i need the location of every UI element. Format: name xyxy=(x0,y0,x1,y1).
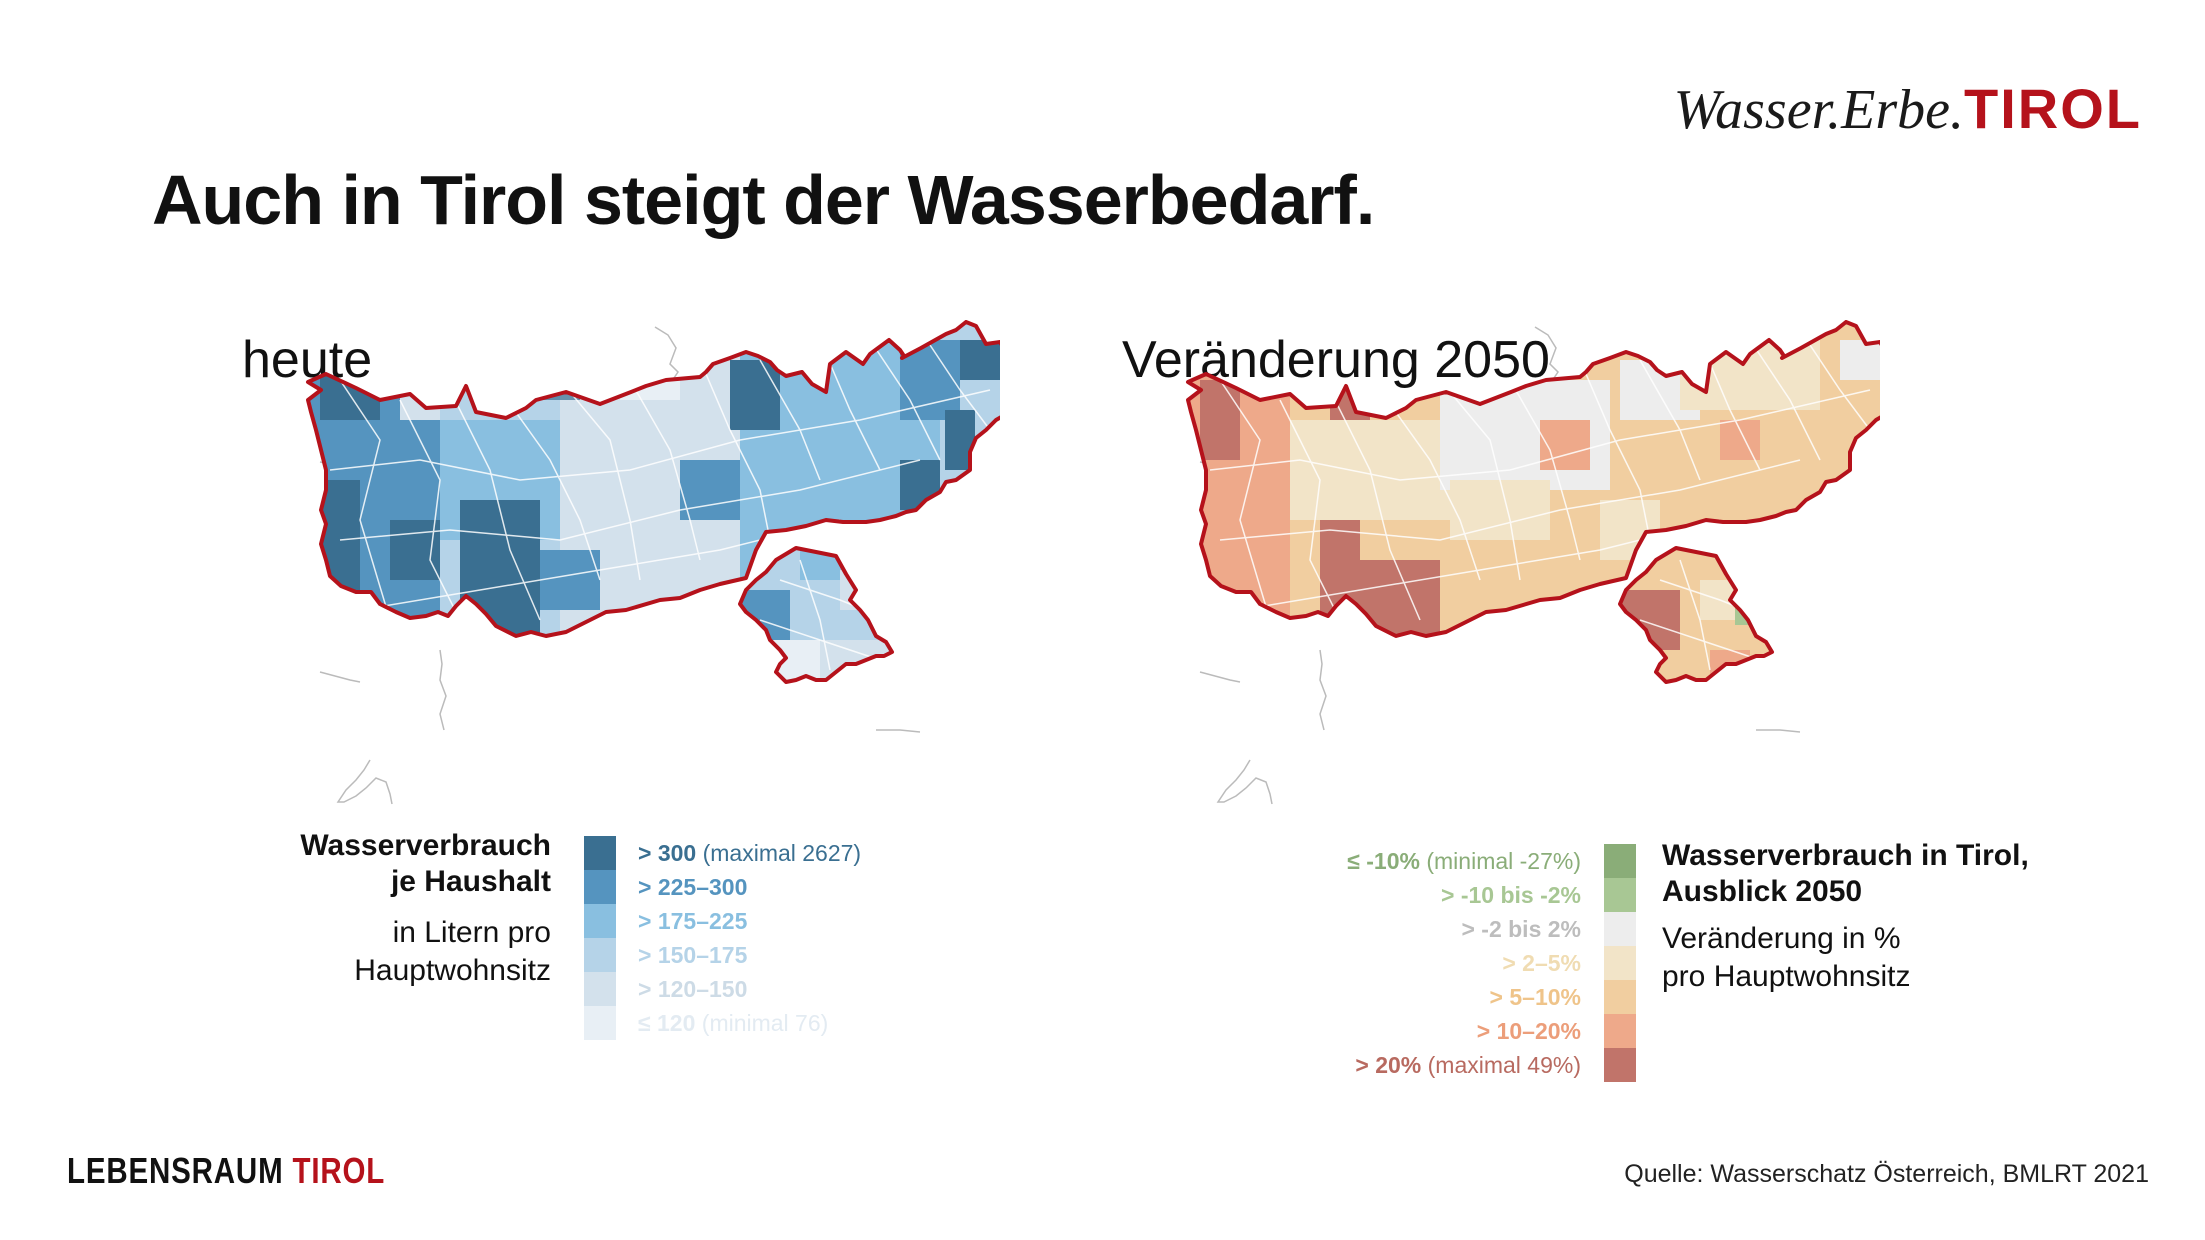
legend-2050-range-4: > 2–5% xyxy=(1502,950,1581,976)
legend-2050-swatch-3 xyxy=(1604,912,1636,946)
legend-today-range-3: > 175–225 xyxy=(638,908,748,934)
tirol-north-border-today xyxy=(306,320,1000,638)
legend-today-swatch-1 xyxy=(584,836,616,870)
legend-2050-swatch-6 xyxy=(1604,1014,1636,1048)
legend-2050-swatch-4 xyxy=(1604,946,1636,980)
legend-2050-label-5: > 5–10% xyxy=(1490,980,1581,1014)
legend-2050-title-line2: Ausblick 2050 xyxy=(1662,875,1863,908)
legend-2050-label-7: > 20% (maximal 49%) xyxy=(1355,1048,1581,1082)
tirol-east-border-2050 xyxy=(1618,546,1774,684)
legend-today-label-6: ≤ 120 (minimal 76) xyxy=(638,1006,828,1040)
legend-2050-swatch-2 xyxy=(1604,878,1636,912)
legend-today-sub-line2: Hauptwohnsitz xyxy=(354,954,551,987)
legend-2050-label-3: > -2 bis 2% xyxy=(1461,912,1581,946)
brand-logo-tirol: TIROL xyxy=(1964,77,2142,140)
legend-today-title-line1: Wasserverbrauch xyxy=(300,829,551,862)
brand-logo: Wasser.Erbe.TIROL xyxy=(1674,76,2142,142)
legend-2050-sub-line1: Veränderung in % xyxy=(1662,922,1901,955)
legend-2050-label-2: > -10 bis -2% xyxy=(1441,878,1581,912)
legend-2050-range-2: > -10 bis -2% xyxy=(1441,882,1581,908)
legend-2050-subtitle: Veränderung in % pro Hauptwohnsitz xyxy=(1662,920,1910,996)
legend-today-range-1: > 300 xyxy=(638,840,697,866)
legend-2050-range-1: ≤ -10% xyxy=(1347,848,1420,874)
footer-logo-tirol: TIROL xyxy=(292,1150,386,1191)
legend-2050-range-7: > 20% xyxy=(1355,1052,1422,1078)
legend-today-label-2: > 225–300 xyxy=(638,870,747,904)
map-water-consumption-today xyxy=(306,320,1000,805)
legend-today-title-line2: je Haushalt xyxy=(390,865,551,898)
footer-logo-text: LEBENSRAUM xyxy=(67,1150,293,1191)
legend-2050-label-1: ≤ -10% (minimal -27%) xyxy=(1347,844,1581,878)
legend-today-swatch-5 xyxy=(584,972,616,1006)
source-note: Quelle: Wasserschatz Österreich, BMLRT 2… xyxy=(1624,1160,2149,1188)
legend-today-label-1: > 300 (maximal 2627) xyxy=(638,836,861,870)
legend-today-note-6: (minimal 76) xyxy=(695,1010,829,1036)
brand-logo-text: Wasser.Erbe. xyxy=(1673,79,1965,141)
legend-2050-range-6: > 10–20% xyxy=(1476,1018,1581,1044)
municipality-lines-2050 xyxy=(1209,329,1871,671)
legend-today-sub-line1: in Litern pro xyxy=(392,916,551,949)
legend-2050-note-1: (minimal -27%) xyxy=(1419,848,1581,874)
footer-logo: LEBENSRAUM TIROL xyxy=(67,1150,385,1192)
legend-today-range-4: > 150–175 xyxy=(638,942,748,968)
tirol-north-border-2050 xyxy=(1186,320,1880,638)
legend-2050-title: Wasserverbrauch in Tirol, Ausblick 2050 xyxy=(1662,838,2029,910)
legend-2050-title-line1: Wasserverbrauch in Tirol, xyxy=(1662,839,2029,872)
legend-2050-swatch-5 xyxy=(1604,980,1636,1014)
legend-today-range-5: > 120–150 xyxy=(638,976,748,1002)
page-title: Auch in Tirol steigt der Wasserbedarf. xyxy=(152,161,1375,239)
legend-today-title: Wasserverbrauch je Haushalt xyxy=(300,828,551,900)
legend-today-swatch-2 xyxy=(584,870,616,904)
legend-today-swatch-4 xyxy=(584,938,616,972)
map-heading-today: heute xyxy=(242,331,373,389)
legend-today-label-4: > 150–175 xyxy=(638,938,747,972)
legend-today-swatch-6 xyxy=(584,1006,616,1040)
tirol-east-border-today xyxy=(738,546,894,684)
legend-2050-range-3: > -2 bis 2% xyxy=(1461,916,1581,942)
legend-today-label-3: > 175–225 xyxy=(638,904,747,938)
legend-2050-note-7: (maximal 49%) xyxy=(1421,1052,1581,1078)
legend-today-range-6: ≤ 120 xyxy=(638,1010,696,1036)
legend-2050-range-5: > 5–10% xyxy=(1489,984,1581,1010)
legend-today-subtitle: in Litern pro Hauptwohnsitz xyxy=(354,914,551,990)
map-water-consumption-change-2050 xyxy=(1186,320,1880,805)
legend-2050-swatch-1 xyxy=(1604,844,1636,878)
legend-today-swatch-3 xyxy=(584,904,616,938)
legend-today-note-1: (maximal 2627) xyxy=(696,840,862,866)
legend-2050-sub-line2: pro Hauptwohnsitz xyxy=(1662,960,1911,993)
legend-2050-swatch-7 xyxy=(1604,1048,1636,1082)
legend-2050-label-6: > 10–20% xyxy=(1477,1014,1581,1048)
legend-today-label-5: > 120–150 xyxy=(638,972,747,1006)
legend-2050-label-4: > 2–5% xyxy=(1502,946,1581,980)
municipality-lines-today xyxy=(329,329,991,671)
legend-today-range-2: > 225–300 xyxy=(638,874,748,900)
